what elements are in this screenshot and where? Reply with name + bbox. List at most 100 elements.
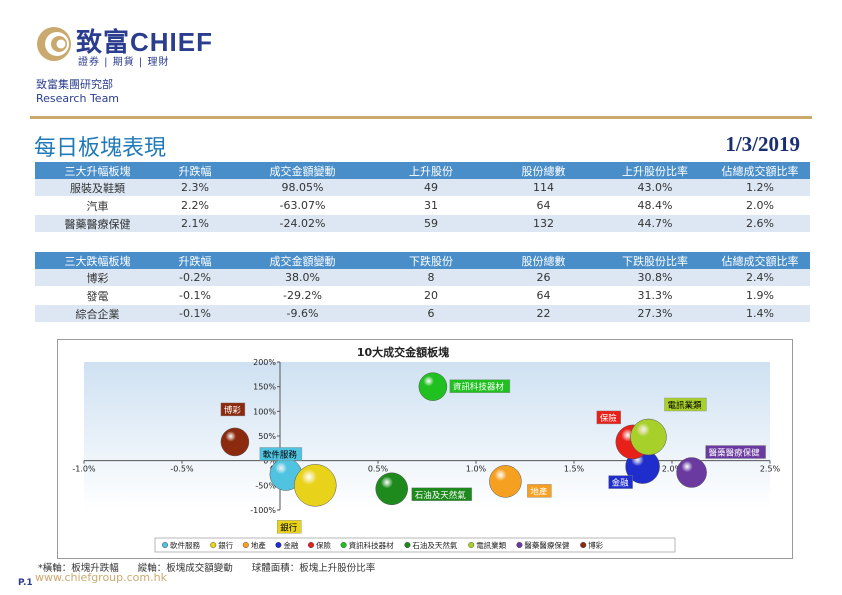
column-header: 上升股份比率: [600, 162, 710, 179]
legend-entry: 博彩: [588, 540, 603, 550]
column-header: 佔總成交額比率: [710, 252, 810, 269]
data-label-text: 電訊業類: [667, 400, 702, 411]
column-header: 成交金額變動: [230, 252, 375, 269]
column-header: 下跌股份: [375, 252, 487, 269]
data-label: 博彩: [220, 402, 246, 417]
table-row: 汽車 2.2% -63.07% 31 64 48.4% 2.0%: [35, 196, 810, 215]
table-cell: 27.3%: [600, 304, 710, 323]
column-header: 三大跌幅板塊: [35, 252, 160, 269]
brand-tagline: 證券 | 期貨 | 理財: [78, 57, 170, 68]
legend-marker: [307, 541, 314, 548]
table-cell: 服裝及鞋類: [35, 179, 160, 197]
table-cell: 2.6%: [710, 214, 810, 233]
department-zh: 致富集團研究部: [36, 78, 113, 91]
table-cell: 1.2%: [710, 179, 810, 197]
x-tick-label: 1.5%: [564, 465, 585, 474]
data-label-text: 地產: [530, 486, 548, 497]
data-label: 地產: [527, 484, 552, 498]
header-divider: [30, 116, 812, 119]
legend-marker: [580, 541, 587, 548]
table-cell: -29.2%: [230, 286, 375, 305]
table-cell: 22: [487, 304, 600, 323]
table-cell: 1.9%: [710, 286, 810, 305]
bubble-point: [489, 465, 522, 498]
data-label: 軟件服務: [259, 447, 303, 461]
y-tick-label: 50%: [258, 432, 276, 441]
legend-marker: [275, 541, 282, 548]
data-label-text: 博彩: [224, 405, 242, 416]
legend-marker: [242, 541, 249, 548]
report-date: 1/3/2019: [725, 132, 800, 156]
table-cell: 2.1%: [160, 214, 230, 233]
x-tick-label: 2.0%: [662, 465, 683, 474]
bubble-point: [220, 427, 250, 457]
column-header: 成交金額變動: [230, 162, 375, 179]
legend-entry: 資訊科技器材: [349, 540, 394, 550]
y-tick-label: 100%: [253, 407, 276, 416]
chart-canvas: 10大成交金額板塊 200% 150% 100% 50% 0% -50% -100% -1.0…: [72, 345, 781, 553]
column-header: 下跌股份比率: [600, 252, 710, 269]
data-label-box: [411, 487, 472, 501]
table-cell: 2.0%: [710, 196, 810, 215]
data-label-text: 金融: [612, 478, 630, 489]
column-header: 三大升幅板塊: [35, 162, 160, 179]
table-cell: 31.3%: [600, 286, 710, 305]
legend-marker: [404, 541, 411, 548]
chart-footnote: *橫軸：板塊升跌幅 縱軸：板塊成交額變動 球體面積：板塊上升股份比率: [38, 563, 376, 574]
bubble-point: [630, 418, 667, 456]
page-title: 每日板塊表現: [34, 136, 167, 161]
legend-marker: [340, 541, 347, 548]
legend-box: [154, 537, 676, 553]
legend-entry: 電訊業類: [476, 540, 506, 550]
table-row: 博彩 -0.2% 38.0% 8 26 30.8% 2.4%: [35, 269, 810, 287]
table-cell: -63.07%: [230, 196, 375, 215]
table-cell: 43.0%: [600, 179, 710, 197]
page-number: P.1: [18, 578, 33, 588]
table-cell: 2.3%: [160, 179, 230, 197]
column-header: 股份總數: [487, 252, 600, 269]
department: 致富集團研究部 Research Team: [36, 78, 119, 106]
data-label-text: 保險: [600, 413, 618, 424]
table-row: 發電 -0.1% -29.2% 20 64 31.3% 1.9%: [35, 286, 810, 305]
table-cell: 醫藥醫療保健: [35, 214, 160, 233]
y-tick-label: 200%: [253, 358, 276, 367]
table-cell: -24.02%: [230, 214, 375, 233]
bubble-point: [676, 457, 707, 488]
column-header: 升跌幅: [160, 162, 230, 179]
data-label: 銀行: [277, 520, 302, 534]
table-cell: 6: [375, 304, 487, 323]
data-label-box: [664, 397, 707, 412]
table-cell: 綜合企業: [35, 304, 160, 323]
data-label-text: 醫藥醫療保健: [709, 448, 761, 459]
table-cell: 博彩: [35, 269, 160, 287]
data-label-box: [596, 410, 621, 425]
top-losers-table: 三大跌幅板塊 升跌幅 成交金額變動 下跌股份 股份總數 下跌股份比率 佔總成交額…: [35, 252, 810, 323]
table-cell: 44.7%: [600, 214, 710, 233]
data-label-text: 石油及天然氣: [415, 490, 467, 501]
legend-marker: [210, 541, 217, 548]
table-cell: 2.2%: [160, 196, 230, 215]
data-label-box: [259, 447, 303, 461]
legend-entry: 地產: [251, 540, 266, 550]
data-label: 保險: [596, 410, 621, 425]
table-header-row: 三大跌幅板塊 升跌幅 成交金額變動 下跌股份 股份總數 下跌股份比率 佔總成交額…: [35, 252, 810, 269]
data-label: 電訊業類: [664, 397, 707, 412]
table-cell: 汽車: [35, 196, 160, 215]
table-cell: 59: [375, 214, 487, 233]
table-cell: 1.4%: [710, 304, 810, 323]
table-cell: 30.8%: [600, 269, 710, 287]
data-label-box: [277, 520, 302, 534]
data-label-box: [608, 475, 633, 489]
table-cell: 64: [487, 196, 600, 215]
y-tick-label: 0%: [263, 457, 276, 466]
table-cell: 98.05%: [230, 179, 375, 197]
legend-marker: [516, 541, 523, 548]
chief-logo-icon: [37, 27, 71, 61]
data-label: 醫藥醫療保健: [705, 445, 766, 459]
table-cell: -9.6%: [230, 304, 375, 323]
table-cell: 26: [487, 269, 600, 287]
top-gainers-table: 三大升幅板塊 升跌幅 成交金額變動 上升股份 股份總數 上升股份比率 佔總成交額…: [35, 162, 810, 233]
website-link[interactable]: www.chiefgroup.com.hk: [35, 571, 167, 584]
data-label-box: [527, 484, 552, 498]
x-tick-label: 0.5%: [368, 465, 389, 474]
